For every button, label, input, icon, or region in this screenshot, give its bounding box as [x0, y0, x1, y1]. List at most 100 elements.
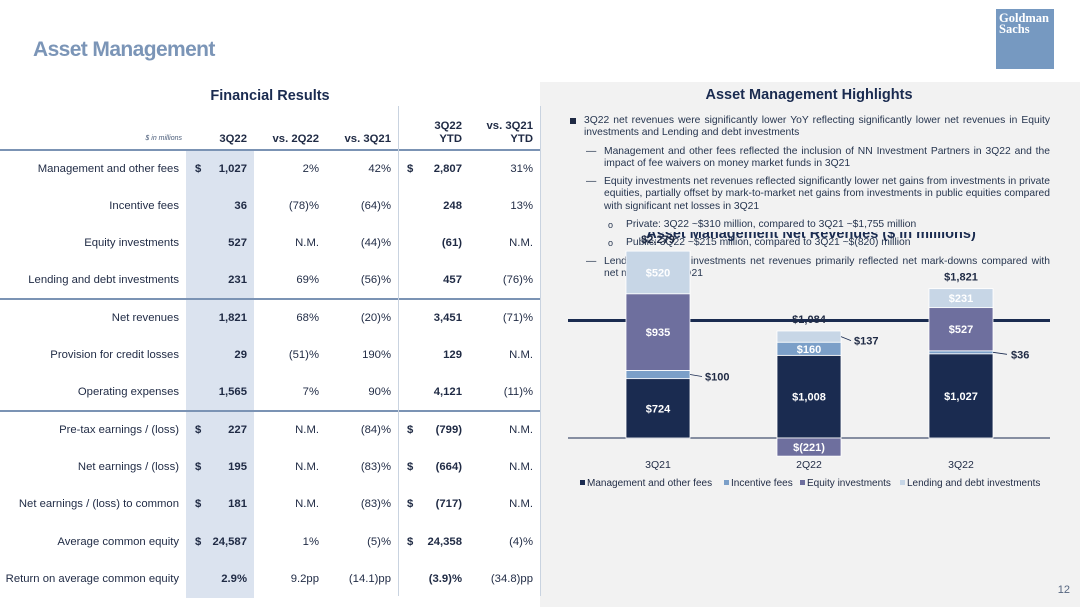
table-cell: 181 [200, 485, 254, 523]
highlights-bullets: 3Q22 net revenues were significantly low… [568, 115, 1050, 280]
table-cell: N.M. [295, 498, 319, 511]
page-title: Asset Management [33, 38, 215, 61]
table-row: Lending and debt investments 231 69% (56)% 4… [0, 261, 540, 300]
table-cell [186, 298, 200, 337]
table-cell: 69% [296, 274, 319, 287]
legend-swatch [724, 480, 729, 485]
table-cell: (61) [441, 237, 462, 250]
table-header-row: $ in millions 3Q22 vs. 2Q22 vs. 3Q21 3Q2… [0, 106, 540, 151]
table-cell: $ [398, 410, 413, 449]
table-cell: N.M. [254, 410, 326, 449]
bar-data-label: $(221) [793, 442, 825, 454]
table-cell: (664) [435, 461, 462, 474]
bar-data-label: $1,008 [792, 392, 826, 404]
table-cell: 7% [302, 385, 319, 398]
column-header: 3Q22 [200, 106, 254, 151]
table-cell: 13% [510, 199, 533, 212]
table-row: Provision for credit losses 29 (51)% 190% 12… [0, 336, 540, 374]
table-cell [398, 298, 412, 337]
bar-total-label: $2,279 [641, 234, 675, 246]
table-row: Equity investments 527 N.M. (44)% (61) N.M. [0, 224, 540, 262]
table-cell: $ [407, 498, 414, 511]
table-cell: (799) [412, 410, 469, 449]
bar-segment [776, 330, 842, 343]
table-cell: $ [186, 522, 201, 561]
table-cell: (51)% [288, 349, 319, 362]
bar-segment [625, 370, 691, 380]
table-cell: 527 [200, 224, 254, 262]
table-cell: $ [407, 163, 414, 176]
bar-segment [928, 350, 994, 355]
highlight-bullet: Private: 3Q22 ~$310 million, compared to… [568, 219, 1050, 232]
table-cell [186, 560, 200, 598]
table-cell: 90% [368, 385, 391, 398]
table-cell: 3,451 [412, 298, 469, 337]
table-cell: (84)% [326, 410, 398, 449]
bar-data-label: $36 [1011, 349, 1029, 361]
table-cell: $ [186, 150, 201, 188]
table-row: Net revenues 1,821 68% (20)% 3,451 (71)% [0, 298, 540, 337]
table-row: Pre-tax earnings / (loss) $227 N.M. (84)% $(… [0, 410, 540, 449]
highlight-bullet: Public: 3Q22 ~$215 million, compared to … [568, 237, 1050, 250]
table-cell: 195 [200, 448, 254, 486]
row-label: Equity investments [84, 237, 179, 250]
bar-segment [928, 353, 994, 439]
financial-results-panel: Financial Results $ in millions 3Q22 vs.… [0, 82, 541, 607]
table-cell: (56)% [360, 274, 391, 287]
bar-segment [928, 307, 994, 352]
row-label: Operating expenses [77, 385, 179, 398]
table-cell: $ [186, 410, 201, 449]
column-divider [540, 106, 541, 596]
table-cell: (44)% [360, 237, 391, 250]
table-row: Net earnings / (loss) $195 N.M. (83)% $ (664)… [0, 448, 540, 486]
table-cell: 2,807 [433, 163, 462, 176]
row-label: Incentive fees [109, 199, 179, 212]
table-cell [186, 261, 200, 300]
bar-total-label: $1,084 [792, 314, 827, 326]
table-cell: 248 [443, 199, 462, 212]
table-row: Operating expenses 1,565 7% 90% 4,121 (11)% [0, 373, 540, 412]
highlights-title: Asset Management Highlights [705, 87, 913, 103]
chart-title: Asset Management Net Revenues ($ in mill… [646, 232, 976, 242]
table-cell: (11)% [503, 385, 533, 398]
table-cell: (83)% [360, 498, 391, 511]
chart-divider [568, 319, 1050, 322]
table-cell: (76)% [502, 274, 533, 287]
row-label: Provision for credit losses [50, 349, 179, 362]
net-revenues-chart: Asset Management Net Revenues ($ in mill… [568, 232, 1050, 489]
row-label: Net revenues [0, 298, 186, 337]
financial-results-table: $ in millions 3Q22 vs. 2Q22 vs. 3Q21 3Q2… [0, 106, 540, 598]
table-cell: N.M. [509, 461, 533, 474]
table-cell: 31% [510, 163, 533, 176]
table-row: Return on average common equity 2.9% 9.2pp… [0, 560, 540, 598]
bar-data-label: $935 [646, 327, 670, 339]
table-cell: (717) [435, 498, 462, 511]
table-cell [398, 560, 412, 597]
table-cell: 42% [368, 163, 391, 176]
row-label: Pre-tax earnings / (loss) [0, 410, 186, 449]
column-header: vs. 2Q22 [254, 106, 326, 151]
table-cell: 68% [254, 298, 326, 337]
table-cell: (71)% [469, 298, 540, 337]
label-leader [992, 351, 1008, 355]
column-header: 3Q22 YTD [412, 106, 469, 151]
table-cell [186, 336, 200, 374]
bar-segment [625, 250, 691, 295]
table-cell: (78)% [288, 199, 319, 212]
table-cell: 24,587 [200, 522, 254, 561]
bar-data-label: $527 [949, 324, 973, 336]
table-cell: N.M. [295, 237, 319, 250]
table-cell: 2.9% [200, 560, 254, 598]
legend-item: Lending and debt investments [907, 478, 1040, 489]
table-cell: 231 [200, 261, 254, 300]
table-cell: N.M. [509, 498, 533, 511]
legend-swatch [900, 480, 905, 485]
bar-segment [776, 437, 842, 457]
row-label: Return on average common equity [5, 572, 179, 585]
row-label: Net earnings / (loss) to common [18, 498, 179, 511]
unit-label: $ in millions [0, 106, 186, 151]
highlight-bullet: 3Q22 net revenues were significantly low… [568, 115, 1050, 140]
legend-swatch [580, 480, 585, 485]
table-cell: 227 [200, 410, 254, 449]
